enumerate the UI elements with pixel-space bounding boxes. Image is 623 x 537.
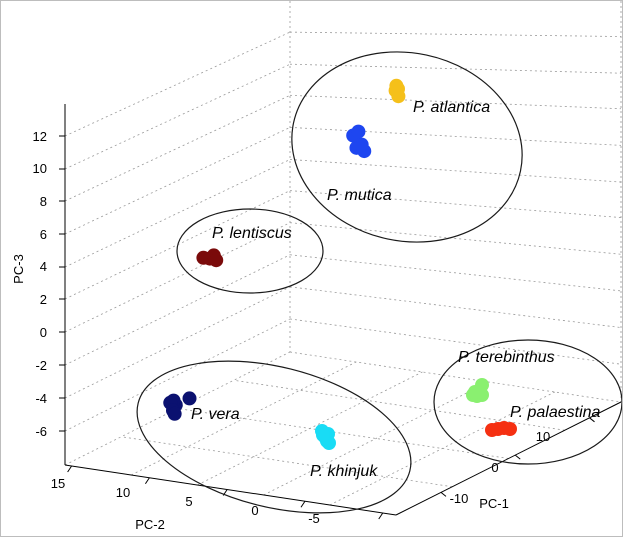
z-tick-label: -6 [35,424,47,439]
pc2-tick-label: -5 [308,511,320,526]
z-tick-label: 8 [40,194,47,209]
pc2-tick-mark [378,512,384,520]
data-point-p--vera [182,391,197,406]
pc2-tick-mark [67,465,73,473]
pc1-tick-mark [589,417,595,423]
pc1-axis-title: PC-1 [479,496,509,511]
grid-line [64,318,291,432]
grid-line [289,159,622,183]
z-tick-label: 0 [40,325,47,340]
pc2-tick-label: 10 [116,485,130,500]
series-label-atlantica: P. atlantica [413,99,490,116]
pc2-tick-label: 5 [185,494,192,509]
grid-line [64,159,291,268]
pc1-tick-mark [440,492,447,497]
data-point-p--vera [167,406,182,421]
pc1-tick-mark [514,454,521,460]
pc2-tick-mark [144,477,150,485]
cluster-ellipse-terebinthus-palaestina [433,339,622,465]
series-label-vera: P. vera [191,406,240,423]
data-point-p--atlantica [388,83,403,98]
pc2-tick-label: 0 [251,503,258,518]
data-point-p--mutica [351,124,366,139]
grid-edge [289,351,622,403]
pc1-axis-line [395,401,622,516]
z-tick-label: 6 [40,227,47,242]
z-tick-label: 2 [40,292,47,307]
grid-line [233,379,565,431]
series-label-khinjuk: P. khinjuk [310,463,378,480]
pc2-tick-mark [300,500,306,508]
grid-line [289,31,622,37]
series-label-palaestina: P. palaestina [510,404,601,421]
data-point-p--mutica [354,137,369,152]
series-label-mutica: P. mutica [327,187,392,204]
pc1-axis-ticks: -10 0 10 [450,429,551,506]
pc1-tick-label: 10 [536,429,550,444]
series-label-lentiscus: P. lentiscus [212,225,292,242]
grid-line [289,286,622,328]
cluster-ellipse-vera-khinjuk [136,360,412,514]
grid-line [64,63,291,170]
grid-line [177,408,509,459]
grid-line [121,436,453,488]
grid-line [64,127,291,235]
grid-line [289,318,622,365]
grid-line [131,361,357,476]
grid-line [289,63,622,74]
z-tick-label: 4 [40,259,47,274]
pc1-tick-label: 0 [491,460,498,475]
data-points [163,78,517,450]
grid-line [289,222,622,255]
cluster-ellipse-lentiscus [176,208,324,294]
z-tick-label: -4 [35,391,47,406]
z-tick-label: -2 [35,358,47,373]
grid-line [64,94,291,202]
pc2-axis-title: PC-2 [135,517,165,532]
pc2-axis-line [64,464,397,516]
grid-line [289,190,622,219]
grid-line [289,254,622,292]
pc1-tick-label: -10 [450,491,469,506]
grid-line [64,31,291,137]
series-label-terebinthus: P. terebinthus [458,349,555,366]
data-point-p--khinjuk [316,428,330,442]
grid-line [64,222,291,333]
pc2-tick-label: 15 [51,476,65,491]
grid-line [64,286,291,399]
data-point-p--palaestina [503,422,517,436]
data-point-p--lentiscus [209,253,224,268]
data-point-p--terebinthus [468,385,482,399]
pc2-axis-ticks: 15 10 5 0 -5 [51,476,320,526]
grid-line [289,126,622,146]
grid-line [263,381,489,496]
z-axis-ticks: 12 10 8 6 4 2 0 -2 -4 -6 [33,129,47,439]
grid-line [64,254,291,366]
z-axis-title: PC-3 [11,254,26,284]
z-tick-label: 10 [33,161,47,176]
grid-lines [64,1,622,506]
z-tick-label: 12 [33,129,47,144]
cluster-ellipse-atlantica-mutica [291,51,523,243]
grid-line [289,94,622,110]
axis-lines [59,104,622,520]
grid-line [64,190,291,300]
